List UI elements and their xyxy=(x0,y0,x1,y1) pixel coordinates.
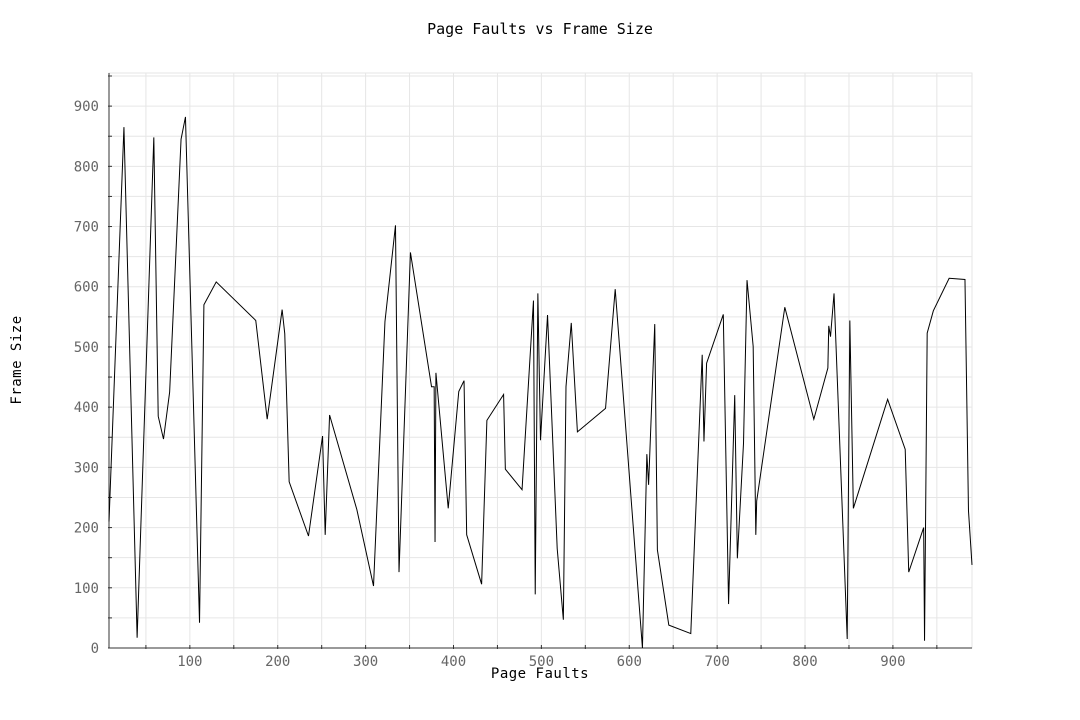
plot-area xyxy=(108,72,973,649)
x-tick-label: 200 xyxy=(265,654,290,670)
x-tick-label: 700 xyxy=(704,654,729,670)
x-tick-label: 600 xyxy=(617,654,642,670)
y-axis-label: Frame Size xyxy=(9,315,25,404)
x-tick-label: 300 xyxy=(353,654,378,670)
x-tick-label: 800 xyxy=(792,654,817,670)
y-tick-label: 100 xyxy=(74,581,99,597)
y-tick-label: 600 xyxy=(74,280,99,296)
x-tick-label: 900 xyxy=(880,654,905,670)
x-axis-label: Page Faults xyxy=(491,666,589,682)
x-tick-label: 400 xyxy=(441,654,466,670)
y-tick-label: 300 xyxy=(74,460,99,476)
chart-title: Page Faults vs Frame Size xyxy=(427,20,653,38)
x-tick-label: 100 xyxy=(177,654,202,670)
series-line xyxy=(108,116,973,649)
axes xyxy=(108,73,972,649)
series-layer xyxy=(108,116,973,649)
tick-labels: 0 100 200 300 400 500 600 700 800 900 100 200 300 400… xyxy=(74,99,906,670)
y-tick-label: 400 xyxy=(74,400,99,416)
y-tick-label: 0 xyxy=(91,641,99,657)
y-tick-label: 200 xyxy=(74,521,99,537)
y-tick-label: 800 xyxy=(74,159,99,175)
y-tick-label: 700 xyxy=(74,220,99,236)
x-tick-label: 500 xyxy=(529,654,554,670)
grid xyxy=(108,72,973,649)
y-tick-label: 900 xyxy=(74,99,99,115)
y-tick-label: 500 xyxy=(74,340,99,356)
